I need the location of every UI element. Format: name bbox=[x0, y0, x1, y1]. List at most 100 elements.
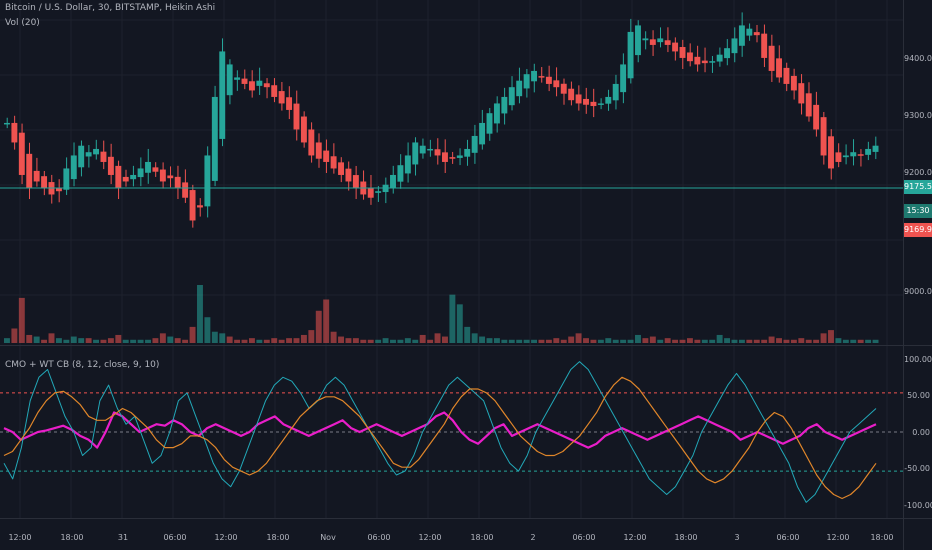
candle-body bbox=[627, 31, 634, 79]
volume-bar bbox=[293, 338, 300, 343]
volume-bar bbox=[568, 336, 575, 343]
candle-body bbox=[649, 39, 656, 45]
candle-body bbox=[18, 132, 25, 175]
volume-bar bbox=[776, 338, 782, 343]
candle-body bbox=[635, 25, 641, 56]
candle-body bbox=[805, 93, 812, 117]
candle-body bbox=[820, 117, 827, 156]
candle-body bbox=[449, 157, 456, 159]
oscillator-chart[interactable] bbox=[0, 346, 903, 518]
volume-bar bbox=[367, 339, 374, 343]
volume-bar bbox=[761, 339, 768, 343]
candle-body bbox=[828, 136, 834, 169]
volume-bar bbox=[419, 334, 426, 343]
volume-bar bbox=[85, 338, 92, 343]
volume-bar bbox=[798, 338, 805, 343]
time-tick: 18:00 bbox=[470, 533, 494, 542]
pane-separator[interactable] bbox=[0, 345, 932, 346]
volume-bar bbox=[612, 339, 619, 343]
candle-body bbox=[308, 129, 315, 156]
price-axis-separator bbox=[903, 0, 904, 550]
candle-body bbox=[686, 52, 693, 62]
candle-body bbox=[442, 152, 448, 162]
candle-body bbox=[731, 38, 738, 54]
candle-body bbox=[293, 103, 300, 130]
volume-bar bbox=[404, 338, 411, 343]
symbol-legend[interactable]: Bitcoin / U.S. Dollar, 30, BITSTAMP, Hei… bbox=[5, 3, 216, 13]
volume-bar bbox=[286, 338, 293, 343]
candle-body bbox=[390, 174, 396, 189]
volume-bar bbox=[545, 339, 552, 343]
volume-bar bbox=[26, 334, 33, 343]
candle-body bbox=[234, 77, 241, 80]
volume-bar bbox=[182, 339, 189, 343]
last-price-badge: 9175.52 bbox=[904, 180, 932, 194]
candle-body bbox=[93, 148, 100, 155]
volume-bar bbox=[442, 336, 448, 343]
volume-bar bbox=[493, 338, 500, 343]
volume-bar bbox=[189, 326, 196, 343]
volume-bar bbox=[731, 339, 738, 343]
volume-bar bbox=[620, 339, 627, 343]
volume-bar bbox=[315, 310, 322, 343]
candle-body bbox=[323, 150, 330, 162]
volume-bar bbox=[716, 334, 723, 343]
volume-bar bbox=[33, 336, 40, 343]
oscillator-pane[interactable] bbox=[0, 346, 903, 518]
price-tick: 9300.00 bbox=[904, 111, 932, 120]
volume-bar bbox=[657, 339, 664, 343]
candle-body bbox=[583, 98, 589, 105]
candle-body bbox=[783, 67, 790, 84]
candle-body bbox=[590, 101, 597, 107]
candle-body bbox=[397, 165, 404, 182]
volume-bar bbox=[352, 338, 359, 343]
volume-bar bbox=[122, 339, 129, 343]
candle-body bbox=[85, 152, 92, 157]
candle-body bbox=[501, 96, 508, 114]
time-axis[interactable] bbox=[0, 519, 903, 550]
candle-body bbox=[115, 165, 122, 188]
time-tick: 12:00 bbox=[8, 533, 32, 542]
volume-bar bbox=[850, 339, 857, 343]
volume-bar bbox=[694, 339, 701, 343]
price-tick: 9000.00 bbox=[904, 287, 932, 296]
volume-bar bbox=[107, 338, 114, 343]
time-tick: 31 bbox=[117, 533, 129, 542]
candle-body bbox=[204, 155, 211, 207]
candle-body bbox=[315, 142, 322, 159]
candle-body bbox=[753, 32, 760, 36]
candlestick-chart[interactable] bbox=[0, 0, 903, 345]
oscillator-legend[interactable]: CMO + WT CB (8, 12, close, 9, 10) bbox=[5, 360, 160, 370]
volume-bar bbox=[55, 338, 62, 343]
volume-legend[interactable]: Vol (20) bbox=[5, 18, 40, 28]
volume-bar bbox=[842, 339, 849, 343]
candle-body bbox=[427, 148, 434, 151]
price-chart-pane[interactable] bbox=[0, 0, 903, 345]
volume-bar bbox=[575, 333, 582, 343]
candle-body bbox=[122, 176, 129, 182]
countdown-badge: 15:30 bbox=[904, 204, 932, 218]
volume-bar bbox=[145, 339, 151, 343]
candle-body bbox=[189, 190, 196, 221]
candle-body bbox=[716, 54, 723, 62]
candle-body bbox=[182, 182, 189, 198]
time-tick: 18:00 bbox=[870, 533, 894, 542]
volume-bar bbox=[486, 338, 493, 343]
candle-body bbox=[865, 148, 872, 155]
osc-tick: -50.00 bbox=[904, 464, 930, 473]
volume-bar bbox=[701, 339, 708, 343]
candle-body bbox=[872, 145, 879, 152]
low-price-badge: 9169.91 bbox=[904, 223, 932, 237]
volume-bar bbox=[278, 339, 285, 343]
candle-body bbox=[642, 38, 649, 41]
volume-bar bbox=[48, 333, 55, 343]
volume-bar bbox=[753, 339, 760, 343]
volume-bar bbox=[857, 339, 864, 343]
volume-bar bbox=[11, 328, 18, 343]
volume-bar bbox=[605, 338, 612, 343]
volume-bar bbox=[234, 339, 241, 343]
candle-body bbox=[271, 85, 278, 97]
candle-body bbox=[70, 155, 77, 180]
candle-body bbox=[597, 103, 604, 105]
volume-bar bbox=[219, 333, 226, 343]
